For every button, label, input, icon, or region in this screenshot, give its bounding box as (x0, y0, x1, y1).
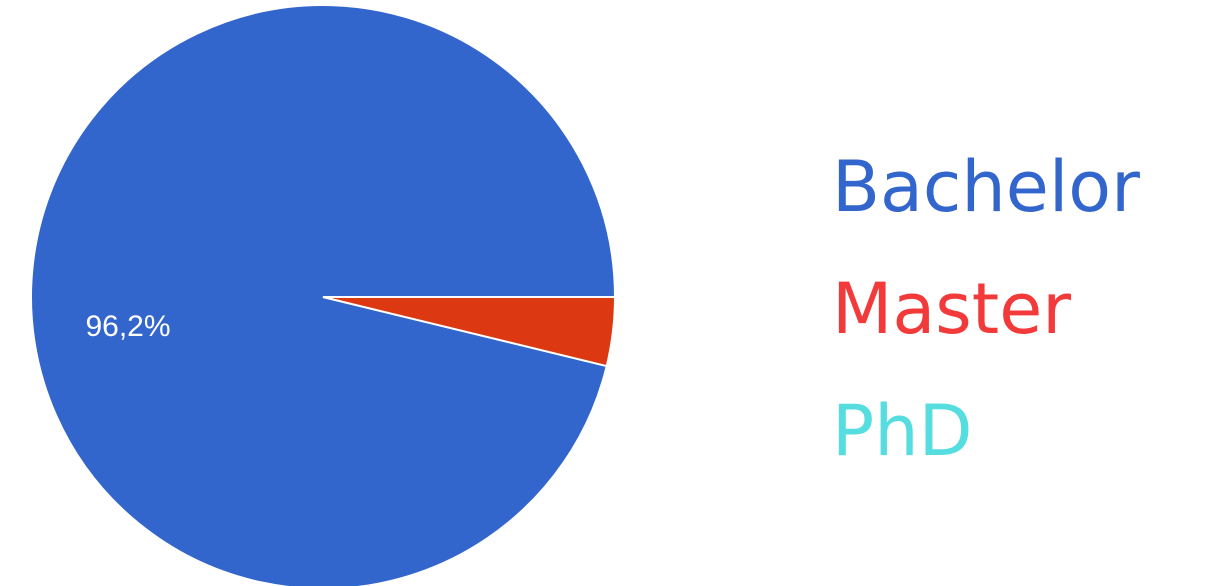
pie-slice-bachelor (30, 4, 617, 586)
legend-item-phd: PhD (832, 390, 973, 472)
slice-label-bachelor: 96,2% (85, 310, 170, 343)
pie-slice-master (322, 296, 617, 368)
legend-item-bachelor: Bachelor (832, 146, 1140, 228)
pie-chart: 96,2% (30, 4, 617, 586)
pie-slices (30, 4, 617, 586)
chart-legend: Bachelor Master PhD (832, 126, 1140, 492)
legend-item-master: Master (832, 268, 1072, 350)
